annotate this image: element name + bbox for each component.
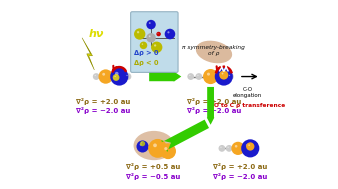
Circle shape [207, 73, 210, 76]
Text: ∇²ρ = −2.0 au: ∇²ρ = −2.0 au [76, 107, 131, 114]
Text: hν: hν [89, 29, 104, 39]
Circle shape [141, 142, 142, 143]
Text: ∇²ρ = −0.5 au: ∇²ρ = −0.5 au [125, 173, 180, 180]
Text: Δρ < 0: Δρ < 0 [134, 60, 159, 66]
Text: ∇²ρ = −2.0 au: ∇²ρ = −2.0 au [187, 107, 241, 114]
Circle shape [248, 144, 250, 146]
Circle shape [220, 147, 222, 148]
Circle shape [125, 73, 131, 80]
Circle shape [158, 33, 159, 34]
Circle shape [134, 28, 145, 40]
Circle shape [167, 31, 170, 33]
Text: O to C ρ transference: O to C ρ transference [214, 103, 286, 108]
Text: Δρ > 0: Δρ > 0 [134, 50, 159, 56]
Text: ∇²ρ = −2.0 au: ∇²ρ = −2.0 au [213, 173, 268, 180]
Circle shape [227, 147, 229, 148]
Circle shape [142, 43, 143, 45]
Circle shape [189, 75, 190, 76]
Circle shape [226, 145, 233, 152]
Circle shape [140, 42, 147, 49]
Circle shape [195, 73, 202, 80]
Circle shape [187, 73, 194, 80]
Circle shape [219, 145, 225, 152]
Circle shape [229, 75, 230, 76]
Circle shape [115, 72, 119, 75]
Text: ∇²ρ = +2.0 au: ∇²ρ = +2.0 au [213, 163, 268, 170]
Text: ∇²ρ = +0.5 au: ∇²ρ = +0.5 au [125, 163, 180, 170]
Ellipse shape [196, 41, 232, 63]
Circle shape [252, 147, 254, 148]
Circle shape [140, 143, 142, 146]
Circle shape [165, 29, 175, 39]
Circle shape [232, 142, 245, 155]
Text: ∇²ρ = +2.0 au: ∇²ρ = +2.0 au [76, 98, 131, 105]
Circle shape [151, 42, 162, 53]
Circle shape [164, 147, 167, 150]
Circle shape [197, 75, 199, 76]
Circle shape [110, 67, 128, 86]
Circle shape [227, 73, 234, 80]
Circle shape [160, 143, 176, 159]
Circle shape [140, 141, 145, 146]
Circle shape [137, 31, 139, 33]
Circle shape [156, 32, 161, 36]
Polygon shape [149, 71, 181, 82]
Circle shape [146, 20, 156, 29]
Circle shape [146, 33, 156, 43]
Circle shape [115, 76, 116, 77]
Circle shape [93, 73, 100, 80]
Ellipse shape [134, 131, 174, 160]
Circle shape [246, 142, 255, 151]
FancyBboxPatch shape [130, 12, 178, 72]
Circle shape [98, 69, 113, 84]
Circle shape [219, 70, 228, 80]
Text: π symmetry-breaking
of ρ: π symmetry-breaking of ρ [182, 45, 245, 56]
Circle shape [215, 67, 233, 86]
Text: ∇²ρ = +2.0 au: ∇²ρ = +2.0 au [187, 98, 241, 105]
Polygon shape [161, 120, 209, 152]
Circle shape [126, 75, 128, 76]
Circle shape [137, 140, 149, 153]
Polygon shape [82, 38, 94, 70]
Circle shape [251, 145, 258, 152]
Circle shape [235, 145, 238, 148]
Circle shape [153, 143, 157, 147]
Circle shape [95, 75, 96, 76]
Circle shape [148, 139, 167, 158]
Polygon shape [207, 87, 214, 125]
Circle shape [241, 139, 259, 157]
Circle shape [154, 44, 156, 46]
Circle shape [113, 74, 119, 81]
Circle shape [222, 73, 223, 74]
Circle shape [203, 69, 218, 84]
Circle shape [246, 144, 249, 147]
Circle shape [149, 22, 151, 24]
Circle shape [102, 73, 105, 76]
Circle shape [149, 35, 151, 37]
Text: C-O
elongation: C-O elongation [233, 87, 262, 98]
Circle shape [219, 72, 223, 75]
